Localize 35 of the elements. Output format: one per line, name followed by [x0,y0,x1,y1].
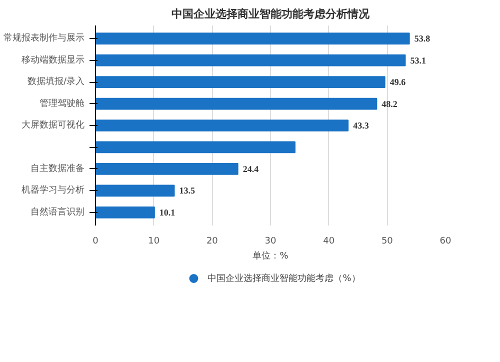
bar [96,206,155,218]
data-label: 13.5 [179,186,196,196]
bar [96,120,349,132]
data-label: 49.6 [390,77,406,88]
x-tick-label: 60 [440,236,452,246]
bar [96,98,378,110]
bar [96,184,175,197]
data-label: 43.3 [353,120,370,130]
data-label: 53.8 [414,34,431,44]
y-tick-label: 管理驾驶舱 [40,98,84,109]
chart-title: 中国企业选择商业智能功能考虑分析情况 [172,8,370,20]
bar [96,163,238,175]
x-axis-title: 单位：% [252,250,289,262]
y-tick-label: 大屏数据可视化 [22,120,84,130]
legend-label: 中国企业选择商业智能功能考虑（%） [208,272,360,284]
x-tick-label: 20 [206,236,218,246]
bar [96,54,406,66]
bar [96,32,410,44]
y-tick-label: 自然语言识别 [30,206,84,218]
y-tick-label: 数据填报/录入 [27,76,85,88]
x-tick-label: 10 [148,236,160,246]
data-label: 48.2 [382,98,398,109]
data-label: 10.1 [159,207,176,218]
x-tick-label: 50 [381,236,394,246]
y-tick-label: 自主数据准备 [30,162,84,174]
data-label: 53.1 [410,55,426,66]
data-label: 24.4 [242,164,260,174]
y-tick-label: 移动端数据显示 [22,54,84,66]
x-tick-label: 40 [323,236,335,246]
x-tick-label: 30 [264,236,276,246]
bar [96,76,386,88]
bar [96,141,296,154]
y-tick-label: 常规报表制作与展示 [4,32,84,44]
y-tick-label: 机器学习与分析 [22,184,84,196]
x-tick-label: 0 [92,236,99,246]
